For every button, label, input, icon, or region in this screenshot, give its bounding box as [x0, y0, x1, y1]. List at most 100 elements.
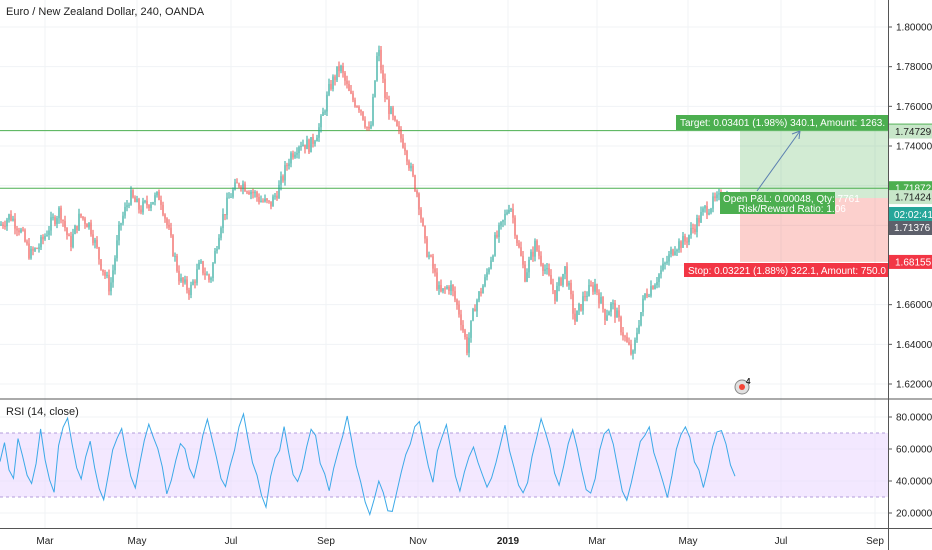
candle-body	[190, 284, 192, 296]
candle-body	[716, 194, 718, 199]
candle-body	[178, 270, 180, 282]
candle-body	[226, 197, 228, 216]
candle-body	[620, 317, 622, 333]
price-tick-label: 1.78000	[896, 62, 932, 73]
candle-body	[198, 262, 200, 270]
candles	[0, 45, 728, 360]
countdown-box	[889, 207, 932, 221]
candle-body	[474, 308, 476, 312]
candle-body	[90, 222, 92, 235]
candle-body	[282, 176, 284, 181]
candle-body	[134, 197, 136, 203]
candle-body	[308, 139, 310, 153]
candle-body	[684, 235, 686, 242]
candle-body	[34, 248, 36, 251]
candle-body	[326, 94, 328, 112]
candle-body	[186, 279, 188, 291]
candle-body	[298, 146, 300, 154]
candle-body	[102, 269, 104, 273]
candle-body	[706, 206, 708, 215]
candle-body	[304, 144, 306, 150]
candle-body	[54, 217, 56, 225]
candle-body	[598, 292, 600, 304]
candle-body	[570, 282, 572, 295]
candle-body	[648, 295, 650, 297]
candle-body	[496, 234, 498, 238]
candle-body	[60, 207, 62, 220]
candle-body	[564, 266, 566, 274]
candle-body	[184, 279, 186, 283]
prev-close-label: 1.71376	[894, 223, 931, 234]
event-count: 4	[746, 377, 751, 386]
candle-body	[710, 208, 712, 213]
candle-body	[500, 221, 502, 226]
candle-body	[510, 209, 512, 211]
candle-body	[110, 282, 112, 292]
stop-label-box	[684, 263, 888, 277]
time-label: 2019	[497, 536, 520, 547]
candle-body	[56, 218, 58, 225]
candle-body	[542, 264, 544, 271]
candle-body	[690, 227, 692, 236]
candle-body	[396, 120, 398, 126]
candle-body	[512, 209, 514, 218]
candle-body	[526, 272, 528, 282]
rsi-tick-label: 20.0000	[896, 509, 932, 520]
candle-body	[338, 66, 340, 72]
candle-body	[220, 228, 222, 238]
candle-body	[504, 213, 506, 220]
candle-body	[546, 268, 548, 270]
candle-body	[348, 84, 350, 91]
candle-body	[400, 129, 402, 139]
candle-body	[168, 224, 170, 228]
candle-body	[302, 144, 304, 147]
candle-body	[600, 297, 602, 304]
candle-body	[2, 224, 4, 226]
candle-body	[276, 195, 278, 199]
candle-body	[170, 227, 172, 236]
candle-body	[670, 249, 672, 255]
candle-body	[418, 193, 420, 210]
candle-body	[420, 209, 422, 219]
candle-body	[438, 285, 440, 290]
candle-body	[612, 302, 614, 304]
candle-body	[78, 213, 80, 231]
pnl-label-box	[720, 192, 835, 214]
candle-body	[454, 291, 456, 300]
price-tick-label: 1.64000	[896, 340, 932, 351]
candle-body	[320, 115, 322, 128]
candle-body	[146, 200, 148, 206]
candle-body	[232, 189, 234, 197]
candle-body	[440, 285, 442, 292]
candle-body	[462, 324, 464, 331]
candle-body	[562, 273, 564, 286]
candle-body	[662, 263, 664, 271]
candle-body	[426, 238, 428, 257]
candle-body	[432, 256, 434, 269]
candle-body	[632, 350, 634, 354]
candle-body	[640, 311, 642, 326]
candle-body	[360, 109, 362, 112]
candle-body	[130, 190, 132, 205]
candle-body	[486, 272, 488, 278]
candle-body	[414, 175, 416, 191]
candle-body	[268, 200, 270, 202]
stop-label: Stop: 0.03221 (1.88%) 322.1, Amount: 750…	[688, 266, 886, 277]
candle-body	[306, 139, 308, 150]
candle-body	[674, 251, 676, 256]
candle-body	[550, 275, 552, 285]
candle-body	[46, 234, 48, 236]
candle-body	[394, 116, 396, 121]
candle-body	[246, 191, 248, 193]
candle-body	[668, 254, 670, 262]
candle-body	[638, 325, 640, 333]
candle-body	[628, 342, 630, 345]
candle-body	[316, 137, 318, 142]
candle-body	[682, 235, 684, 248]
candle-body	[0, 224, 2, 226]
candle-body	[548, 268, 550, 276]
time-label: Mar	[588, 536, 606, 547]
candle-body	[560, 278, 562, 286]
candle-body	[108, 274, 110, 292]
